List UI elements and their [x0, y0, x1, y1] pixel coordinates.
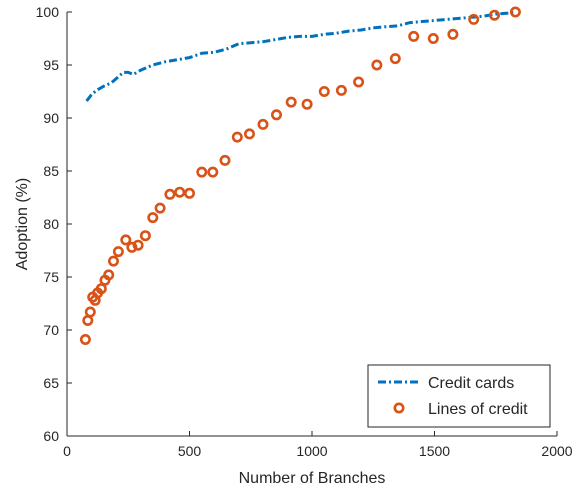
lines-of-credit-point — [82, 314, 94, 326]
lines-of-credit-point — [120, 234, 132, 246]
lines-of-credit-point — [408, 30, 420, 42]
lines-of-credit-point — [174, 186, 186, 198]
lines-of-credit-point — [207, 166, 219, 178]
legend-box — [367, 364, 551, 428]
lines-of-credit-point — [108, 255, 120, 267]
y-tick-label: 95 — [43, 57, 59, 73]
x-tick-label: 0 — [63, 443, 71, 459]
lines-of-credit-point — [427, 32, 439, 44]
lines-of-credit-point — [371, 59, 383, 71]
lines-of-credit-point — [112, 246, 124, 258]
lines-of-credit-point — [389, 53, 401, 65]
y-tick-label: 100 — [36, 4, 60, 20]
lines-of-credit-point — [126, 241, 138, 253]
lines-of-credit-point — [154, 202, 166, 214]
lines-of-credit-point — [318, 86, 330, 98]
lines-of-credit-point — [335, 84, 347, 96]
lines-of-credit-point — [353, 76, 365, 88]
lines-of-credit-point — [468, 13, 480, 25]
legend: Credit cards Lines of credit — [367, 364, 551, 428]
x-tick-label: 500 — [178, 443, 202, 459]
lines-of-credit-point — [285, 96, 297, 108]
lines-of-credit-point — [509, 6, 521, 18]
lines-of-credit-point — [257, 118, 269, 130]
lines-of-credit-point — [447, 28, 459, 40]
y-tick-label: 70 — [43, 322, 59, 338]
x-axis-title: Number of Branches — [239, 470, 386, 487]
y-tick-label: 85 — [43, 163, 59, 179]
y-tick-label: 80 — [43, 216, 59, 232]
lines-of-credit-point — [139, 230, 151, 242]
lines-of-credit-point — [196, 166, 208, 178]
y-tick-label: 65 — [43, 375, 59, 391]
lines-of-credit-point — [147, 212, 159, 224]
lines-of-credit-point — [184, 187, 196, 199]
y-tick-label: 90 — [43, 110, 59, 126]
x-tick-label: 1000 — [296, 443, 327, 459]
y-tick-label: 60 — [43, 428, 59, 444]
lines-of-credit-point — [244, 128, 256, 140]
lines-of-credit-point — [103, 269, 115, 281]
lines-of-credit-point — [164, 188, 176, 200]
lines-of-credit-point — [270, 109, 282, 121]
credit-cards-line — [85, 10, 516, 102]
lines-of-credit-point — [488, 9, 500, 21]
lines-of-credit-point — [231, 131, 243, 143]
lines-of-credit-point — [132, 239, 144, 251]
lines-of-credit-point — [301, 98, 313, 110]
axes: 0 500 1000 1500 2000 60 65 70 75 80 85 90 95 100 — [36, 4, 573, 459]
y-axis-title: Adoption (%) — [14, 178, 31, 271]
x-tick-label: 2000 — [541, 443, 572, 459]
legend-credit-cards-label: Credit cards — [428, 375, 514, 392]
y-tick-label: 75 — [43, 269, 59, 285]
lines-of-credit-point — [95, 283, 107, 295]
legend-lines-of-credit-marker-sample — [393, 402, 405, 414]
lines-of-credit-point — [219, 154, 231, 166]
x-tick-label: 1500 — [419, 443, 450, 459]
legend-lines-of-credit-label: Lines of credit — [428, 401, 528, 418]
lines-of-credit-point — [84, 306, 96, 318]
plot-area — [79, 6, 521, 345]
lines-of-credit-point — [79, 333, 91, 345]
